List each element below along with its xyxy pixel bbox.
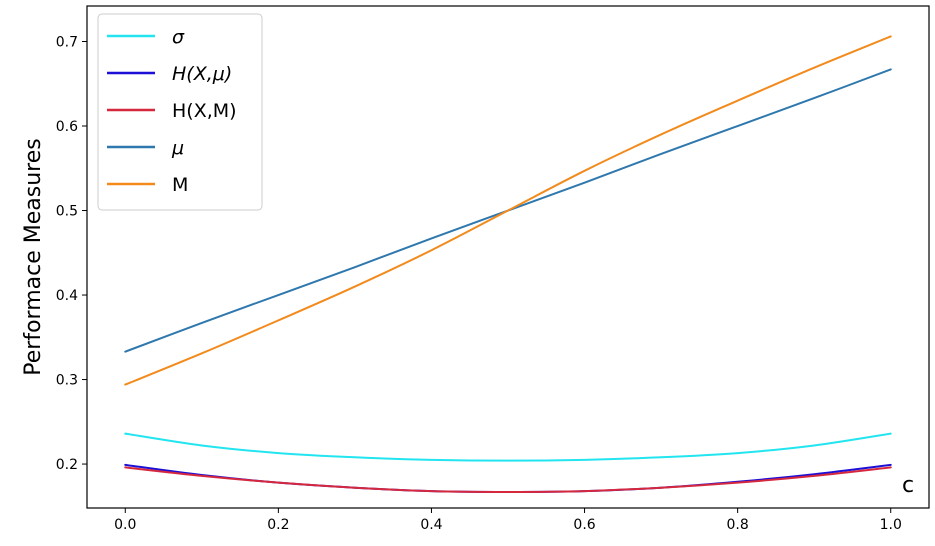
- series-line-0: [124, 432, 892, 462]
- y-tick-label: 0.5: [56, 204, 78, 220]
- y-axis-label: Performace Measures: [21, 138, 46, 375]
- y-axis-ticks: 0.2 0.3 0.4 0.5 0.6 0.7: [56, 34, 87, 473]
- legend-label: M: [172, 174, 188, 196]
- x-axis-ticks: 0.0 0.2 0.4 0.6 0.8 1.0: [114, 508, 902, 533]
- y-tick-label: 0.7: [56, 34, 78, 50]
- x-tick-label: 0.4: [420, 517, 442, 533]
- y-tick-label: 0.2: [56, 457, 78, 473]
- x-tick-label: 1.0: [880, 517, 902, 533]
- legend-box: [97, 13, 263, 211]
- legend-label: σ: [172, 26, 185, 48]
- y-tick-label: 0.6: [56, 119, 78, 135]
- series-layer: [124, 35, 892, 493]
- series-line-4: [124, 35, 892, 386]
- legend-label: μ: [171, 137, 184, 159]
- legend-label: H(X,μ): [172, 63, 232, 85]
- x-axis-label: c: [902, 473, 914, 498]
- y-tick-label: 0.3: [56, 373, 78, 389]
- x-tick-label: 0.8: [727, 517, 749, 533]
- x-tick-label: 0.6: [573, 517, 595, 533]
- series-line-2: [124, 466, 892, 493]
- legend: σ H(X,μ) H(X,M) μM: [97, 13, 263, 211]
- x-tick-label: 0.0: [114, 517, 136, 533]
- y-tick-label: 0.4: [56, 288, 78, 304]
- x-tick-label: 0.2: [267, 517, 289, 533]
- legend-label: H(X,M): [172, 100, 237, 122]
